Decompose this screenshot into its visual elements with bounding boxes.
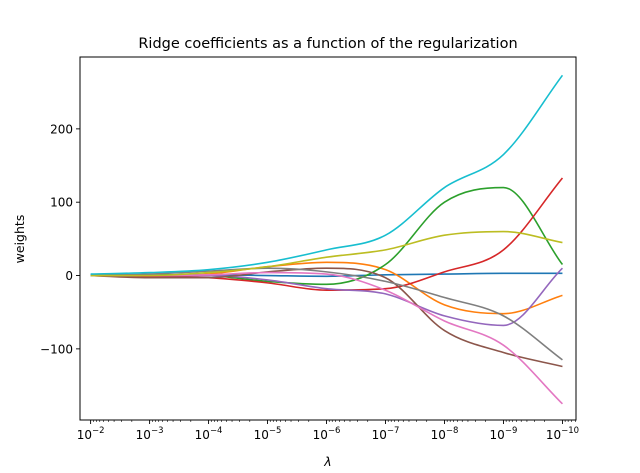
chart-title: Ridge coefficients as a function of the … (138, 36, 517, 52)
series-line-8 (90, 267, 563, 361)
y-axis: 200 100 0 −100 (40, 122, 80, 356)
x-axis-label: λ (323, 454, 331, 469)
y-tick-label: 0 (65, 269, 73, 283)
y-tick-label: 100 (50, 196, 73, 210)
series-line-4 (90, 177, 564, 291)
series-line-6 (90, 267, 563, 368)
series-line-9 (90, 230, 563, 277)
plot-area (90, 74, 564, 405)
y-tick-label: −100 (40, 342, 73, 356)
axes-frame (79, 56, 577, 421)
series-line-10 (90, 74, 564, 275)
y-axis-label: weights (12, 215, 27, 264)
y-tick-label: 200 (50, 122, 73, 136)
